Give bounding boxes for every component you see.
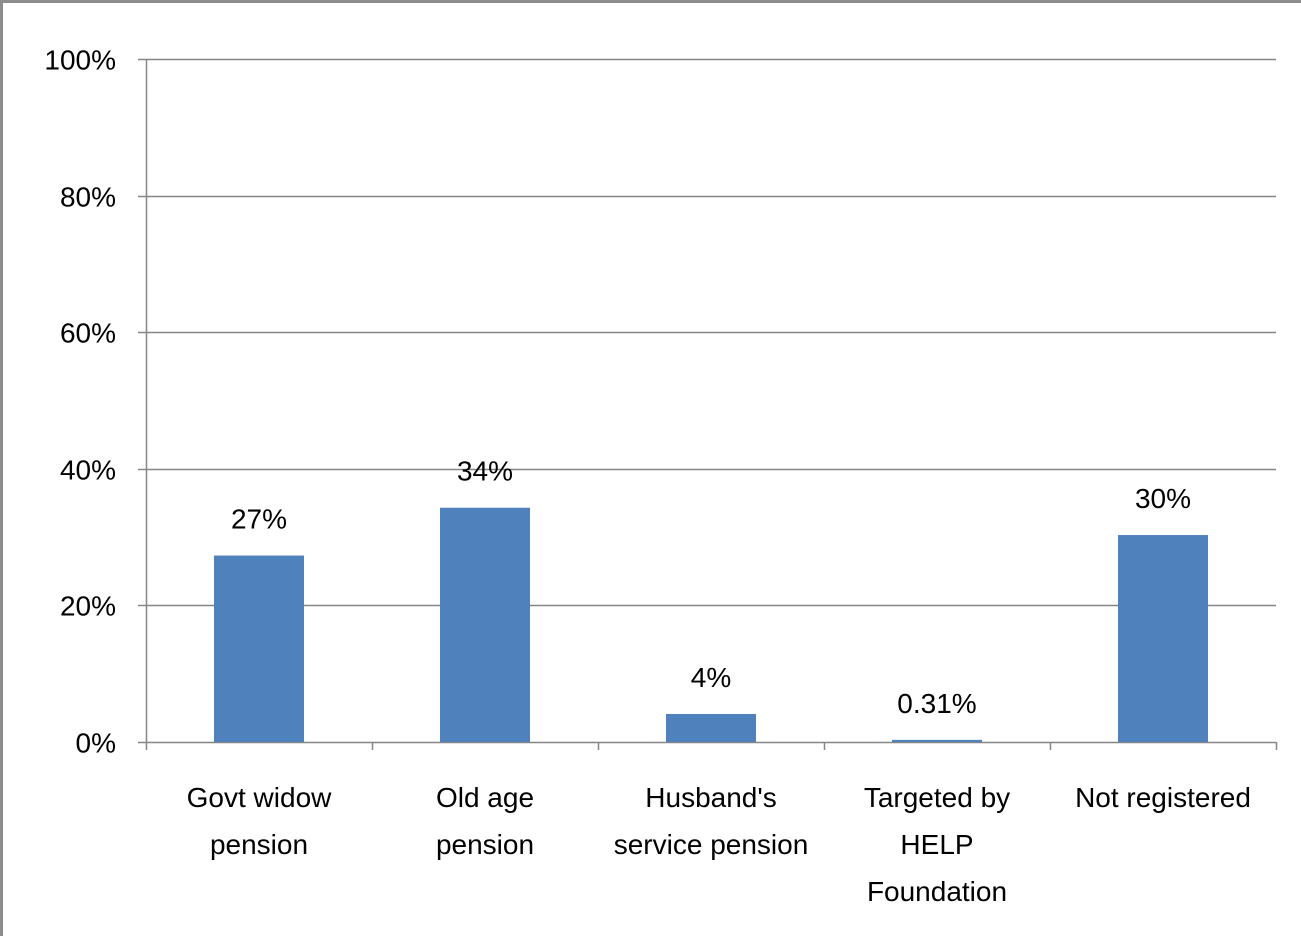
data-label: 4% <box>691 662 731 693</box>
x-tick-label: Foundation <box>867 876 1007 907</box>
data-label: 30% <box>1135 483 1191 514</box>
y-tick-label: 0% <box>76 728 116 759</box>
data-label: 34% <box>457 456 513 487</box>
bar <box>440 507 530 742</box>
y-tick-label: 100% <box>44 45 116 76</box>
x-tick-label: HELP <box>900 829 973 860</box>
x-tick-label: Husband's <box>645 782 776 813</box>
y-tick-label: 20% <box>60 591 116 622</box>
x-tick-label: Targeted by <box>864 782 1010 813</box>
x-tick-label: Old age <box>436 782 534 813</box>
bar <box>666 713 756 742</box>
data-label: 0.31% <box>897 688 976 719</box>
y-tick-label: 60% <box>60 318 116 349</box>
x-tick-label: Not registered <box>1075 782 1251 813</box>
bar <box>892 739 982 742</box>
y-tick-label: 80% <box>60 182 116 213</box>
x-tick-label: service pension <box>614 829 809 860</box>
bar <box>214 555 304 742</box>
data-label: 27% <box>231 504 287 535</box>
x-tick-label: Govt widow <box>187 782 332 813</box>
x-tick-label: pension <box>436 829 534 860</box>
y-tick-label: 40% <box>60 455 116 486</box>
bar <box>1118 535 1208 742</box>
x-tick-label: pension <box>210 829 308 860</box>
